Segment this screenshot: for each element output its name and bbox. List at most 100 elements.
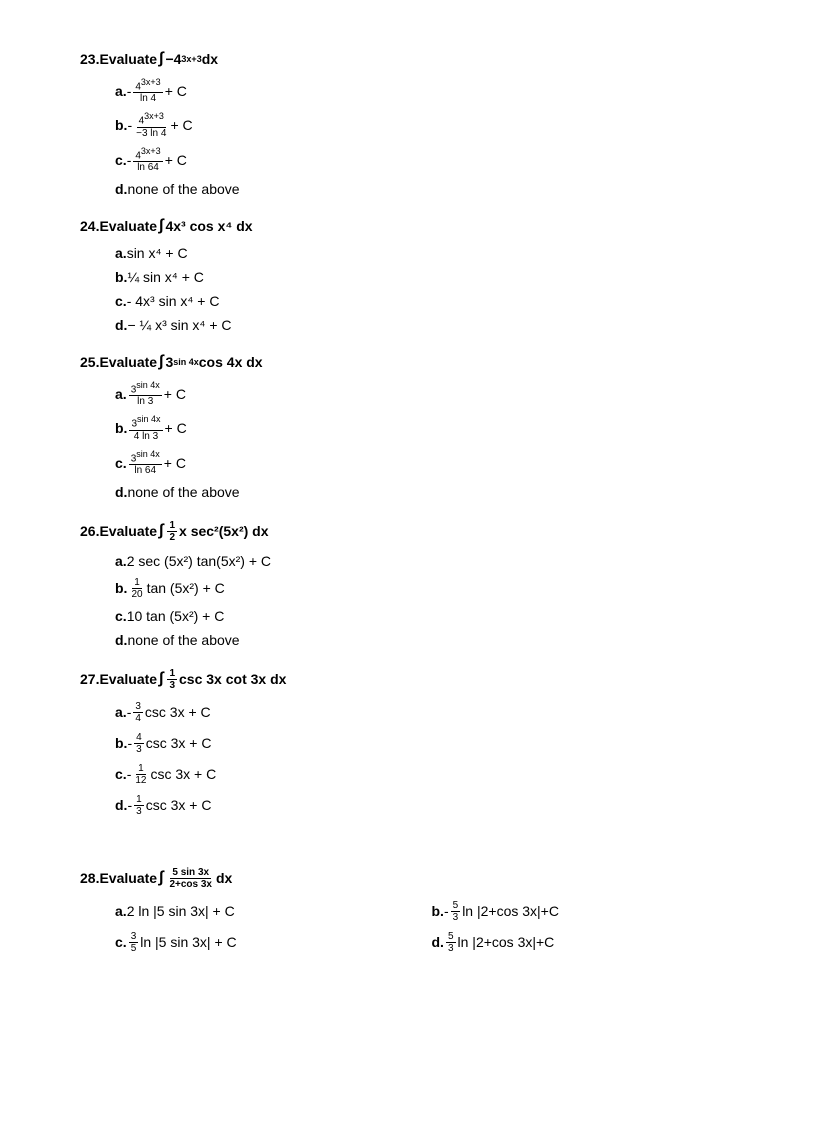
fraction: 112	[133, 763, 148, 786]
stem-prefix: Evaluate	[99, 218, 157, 234]
options-list: a. 2 ln |5 sin 3x| + Cb.- 53 ln |2+cos 3…	[115, 900, 748, 962]
question: 28. Evaluate ∫5 sin 3x2+cos 3x dxa. 2 ln…	[80, 867, 748, 962]
fraction-denominator: ln 64	[132, 465, 158, 476]
options-list: a. 3sin 4xln 3 + Cb. 3sin 4x4 ln 3+ Cc. …	[115, 381, 748, 500]
option: b. 120 tan (5x²) + C	[115, 577, 748, 600]
option-prefix: -	[127, 797, 132, 813]
option-suffix: ln |2+cos 3x|+C	[458, 934, 555, 950]
option-text: − ¼ x³ sin x⁴ + C	[127, 317, 231, 333]
option-label: d.	[115, 317, 127, 333]
option-label: d.	[115, 632, 127, 648]
question-number: 26.	[80, 523, 99, 539]
option-suffix: csc 3x + C	[146, 797, 212, 813]
option-text: 2 ln |5 sin 3x| + C	[127, 903, 235, 919]
option: b. - 43 csc 3x + C	[115, 732, 748, 755]
option-suffix: + C	[164, 455, 186, 471]
integral-sign: ∫	[159, 522, 163, 540]
option-label: c.	[115, 934, 127, 950]
fraction-numerator: 3	[129, 931, 139, 943]
stem-suffix: x sec²(5x²) dx	[179, 523, 268, 539]
question-number: 25.	[80, 354, 99, 370]
fraction: 53	[446, 931, 456, 954]
fraction-denominator: 4 ln 3	[132, 431, 160, 442]
options-list: a.- 43x+3ln 4 + Cb.- 43x+3−3 ln 4 + Cc. …	[115, 78, 748, 197]
option: c. 35 ln |5 sin 3x| + C	[115, 931, 432, 954]
fraction-denominator: 3	[451, 912, 461, 923]
option: b.- 43x+3−3 ln 4 + C	[115, 112, 748, 138]
option-text: 10 tan (5x²) + C	[127, 608, 225, 624]
integral-sign: ∫	[159, 670, 163, 688]
fraction-numerator: 3sin 4x	[129, 415, 162, 430]
fraction-denominator: 2+cos 3x	[167, 879, 214, 890]
stem-prefix: Evaluate	[99, 671, 157, 687]
fraction-numerator: 4	[134, 732, 144, 744]
option-label: a.	[115, 386, 127, 402]
fraction-denominator: 4	[133, 713, 143, 724]
question: 26. Evaluate ∫12x sec²(5x²) dxa. 2 sec (…	[80, 520, 748, 648]
fraction: 43x+3ln 64	[133, 147, 162, 173]
fraction-numerator: 43x+3	[133, 78, 162, 93]
option-label: a.	[115, 245, 127, 261]
question: 23. Evaluate ∫−43x+3 dx a.- 43x+3ln 4 + C…	[80, 50, 748, 197]
option-text: none of the above	[127, 484, 239, 500]
option: a. sin x⁴ + C	[115, 245, 748, 261]
fraction: 3sin 4xln 3	[129, 381, 162, 407]
fraction: 5 sin 3x2+cos 3x	[167, 867, 214, 890]
fraction: 43x+3−3 ln 4	[134, 112, 168, 138]
option-label: c.	[115, 766, 127, 782]
option-label: a.	[115, 903, 127, 919]
option-label: b.	[115, 420, 127, 436]
fraction-numerator: 5 sin 3x	[170, 867, 211, 879]
fraction-denominator: 3	[167, 680, 177, 691]
fraction: 13	[167, 668, 177, 691]
fraction-denominator: 3	[446, 943, 456, 954]
fraction-denominator: 5	[129, 943, 139, 954]
fraction-numerator: 1	[167, 668, 177, 680]
option: d. none of the above	[115, 181, 748, 197]
fraction-numerator: 1	[132, 577, 142, 589]
option: a.- 43x+3ln 4 + C	[115, 78, 748, 104]
document-body: 23. Evaluate ∫−43x+3 dxa.- 43x+3ln 4 + C…	[80, 50, 748, 962]
fraction-denominator: 2	[167, 532, 177, 543]
fraction-numerator: 1	[136, 763, 146, 775]
question-stem: 23. Evaluate ∫−43x+3 dx	[80, 50, 748, 68]
option-prefix: -	[127, 704, 132, 720]
stem-suffix: csc 3x cot 3x dx	[179, 671, 286, 687]
option-label: d.	[115, 797, 127, 813]
integral-sign: ∫	[159, 353, 163, 371]
fraction: 3sin 4x4 ln 3	[129, 415, 162, 441]
fraction-numerator: 5	[451, 900, 461, 912]
stem-expression: 3	[165, 354, 173, 370]
option-suffix: + C	[165, 83, 187, 99]
option: c. - 4x³ sin x⁴ + C	[115, 293, 748, 309]
fraction: 120	[129, 577, 144, 600]
option-suffix: csc 3x + C	[146, 735, 212, 751]
options-list: a. sin x⁴ + C b. ¼ sin x⁴ + C c. - 4x³ sin…	[115, 245, 748, 333]
option: d. 53 ln |2+cos 3x|+C	[432, 931, 749, 954]
fraction: 43x+3ln 4	[133, 78, 162, 104]
question: 24. Evaluate ∫4x³ cos x⁴ dxa. sin x⁴ + C…	[80, 217, 748, 333]
stem-prefix: Evaluate	[99, 51, 157, 67]
option-label: b.	[115, 580, 127, 596]
fraction: 43	[134, 732, 144, 755]
fraction-numerator: 3	[133, 701, 143, 713]
option: c. 3sin 4xln 64 + C	[115, 450, 748, 476]
option: d. none of the above	[115, 484, 748, 500]
option: b. ¼ sin x⁴ + C	[115, 269, 748, 285]
fraction-numerator: 1	[167, 520, 177, 532]
fraction-denominator: 3	[134, 806, 144, 817]
option-prefix: -	[127, 117, 132, 133]
option-suffix: csc 3x + C	[145, 704, 211, 720]
stem-superscript: 3x+3	[181, 54, 201, 64]
options-list: a. - 34 csc 3x + Cb. - 43 csc 3x + Cc. -…	[115, 701, 748, 817]
option: d. − ¼ x³ sin x⁴ + C	[115, 317, 748, 333]
option-label: d.	[115, 484, 127, 500]
question-stem: 26. Evaluate ∫12x sec²(5x²) dx	[80, 520, 748, 543]
option-label: c.	[115, 455, 127, 471]
integral-sign: ∫	[159, 50, 163, 68]
fraction-numerator: 3sin 4x	[129, 381, 162, 396]
option-prefix: -	[444, 903, 449, 919]
option-label: d.	[432, 934, 444, 950]
fraction-numerator: 5	[446, 931, 456, 943]
fraction: 34	[133, 701, 143, 724]
